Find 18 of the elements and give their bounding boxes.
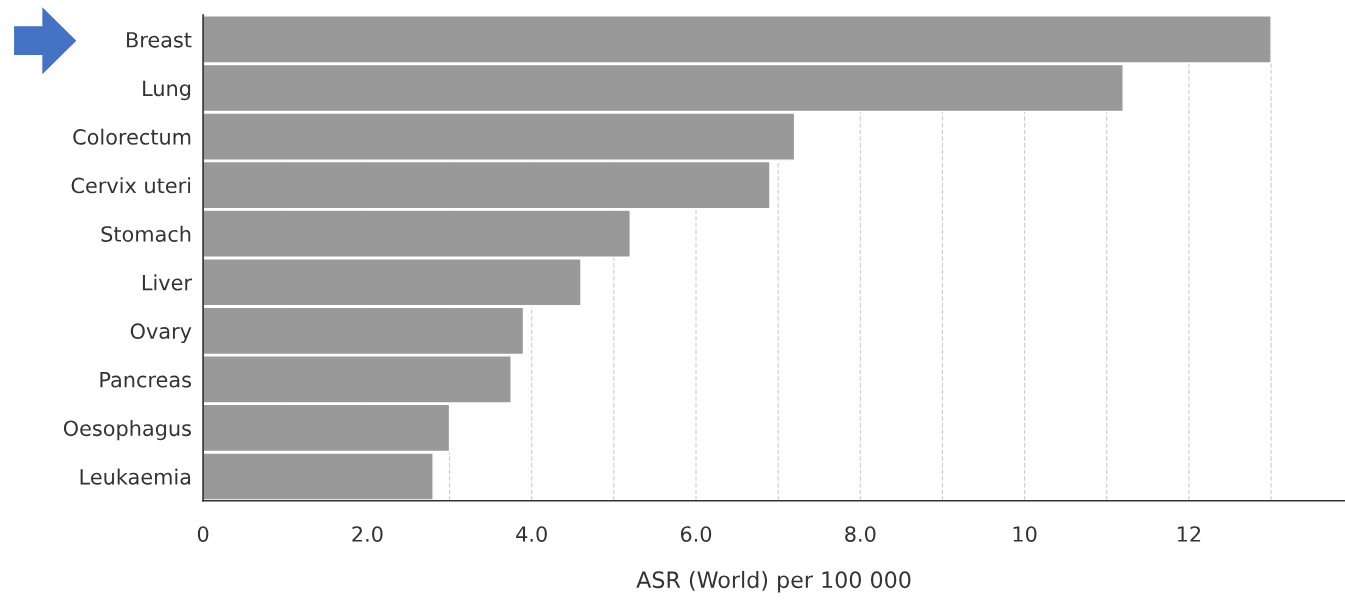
x-tick-label: 10 — [1013, 526, 1037, 542]
y-tick-label: Colorectum — [73, 128, 191, 145]
x-tick-label: 0 — [197, 526, 209, 542]
x-tick-label: 12 — [1177, 526, 1201, 542]
x-tick-label: 8.0 — [845, 526, 876, 542]
x-tick-label: 4.0 — [516, 526, 547, 542]
y-tick-label: Leukaemia — [80, 468, 191, 485]
y-tick-label: Stomach — [101, 225, 191, 242]
y-tick-label: Lung — [143, 80, 191, 101]
y-tick-label: Oesophagus — [63, 420, 191, 441]
x-tick-label: 2.0 — [352, 526, 383, 542]
y-tick-label: Cervix uteri — [71, 177, 191, 194]
y-tick-label: Liver — [142, 274, 192, 291]
x-axis-title: ASR (World) per 100 000 — [636, 570, 911, 593]
y-tick-label: Pancreas — [100, 372, 191, 388]
x-tick-label: 6.0 — [680, 526, 712, 542]
y-tick-label: Breast — [127, 32, 192, 48]
y-tick-label: Ovary — [130, 323, 192, 344]
